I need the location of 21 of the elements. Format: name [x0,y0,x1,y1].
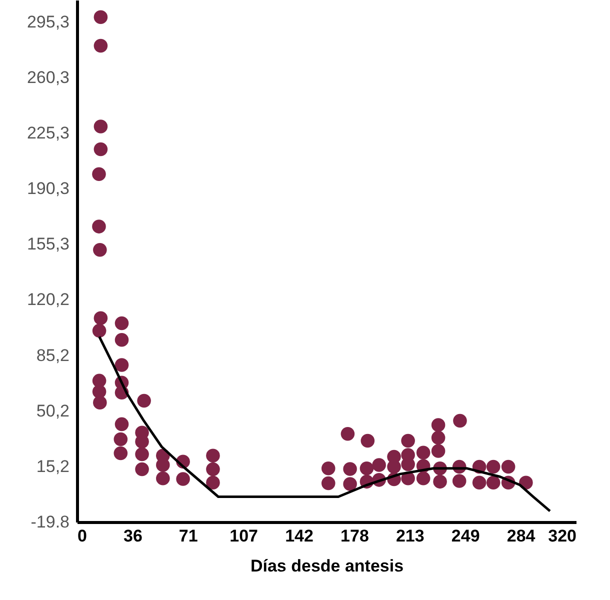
y-tick-label: 50,2 [36,401,70,420]
x-tick-label: 36 [123,526,142,546]
y-tick-label: 15,2 [36,456,70,476]
x-tick-label: 284 [506,526,536,546]
y-tick-label: 260,3 [26,68,70,87]
x-tick-label: 107 [230,526,258,546]
y-tick-label: 190,3 [26,178,70,198]
y-tick-label: 155,3 [26,234,70,254]
x-tick-label: 0 [78,526,87,546]
x-tick-label: 178 [340,526,369,546]
x-tick-label: 249 [451,526,480,546]
y-tick-label: 225,3 [26,123,70,142]
x-tick-label: 320 [548,526,576,546]
x-tick-label: 71 [178,526,198,546]
y-tick-label: 120,2 [26,290,70,310]
x-tick-label: 213 [396,526,424,546]
y-tick-label: 295,3 [26,12,70,32]
x-axis-title: Días desde antesis [250,556,404,576]
y-tick-label: -19.8 [30,512,70,532]
x-tick-label: 142 [285,526,314,546]
y-tick-label: 85,2 [36,346,70,365]
